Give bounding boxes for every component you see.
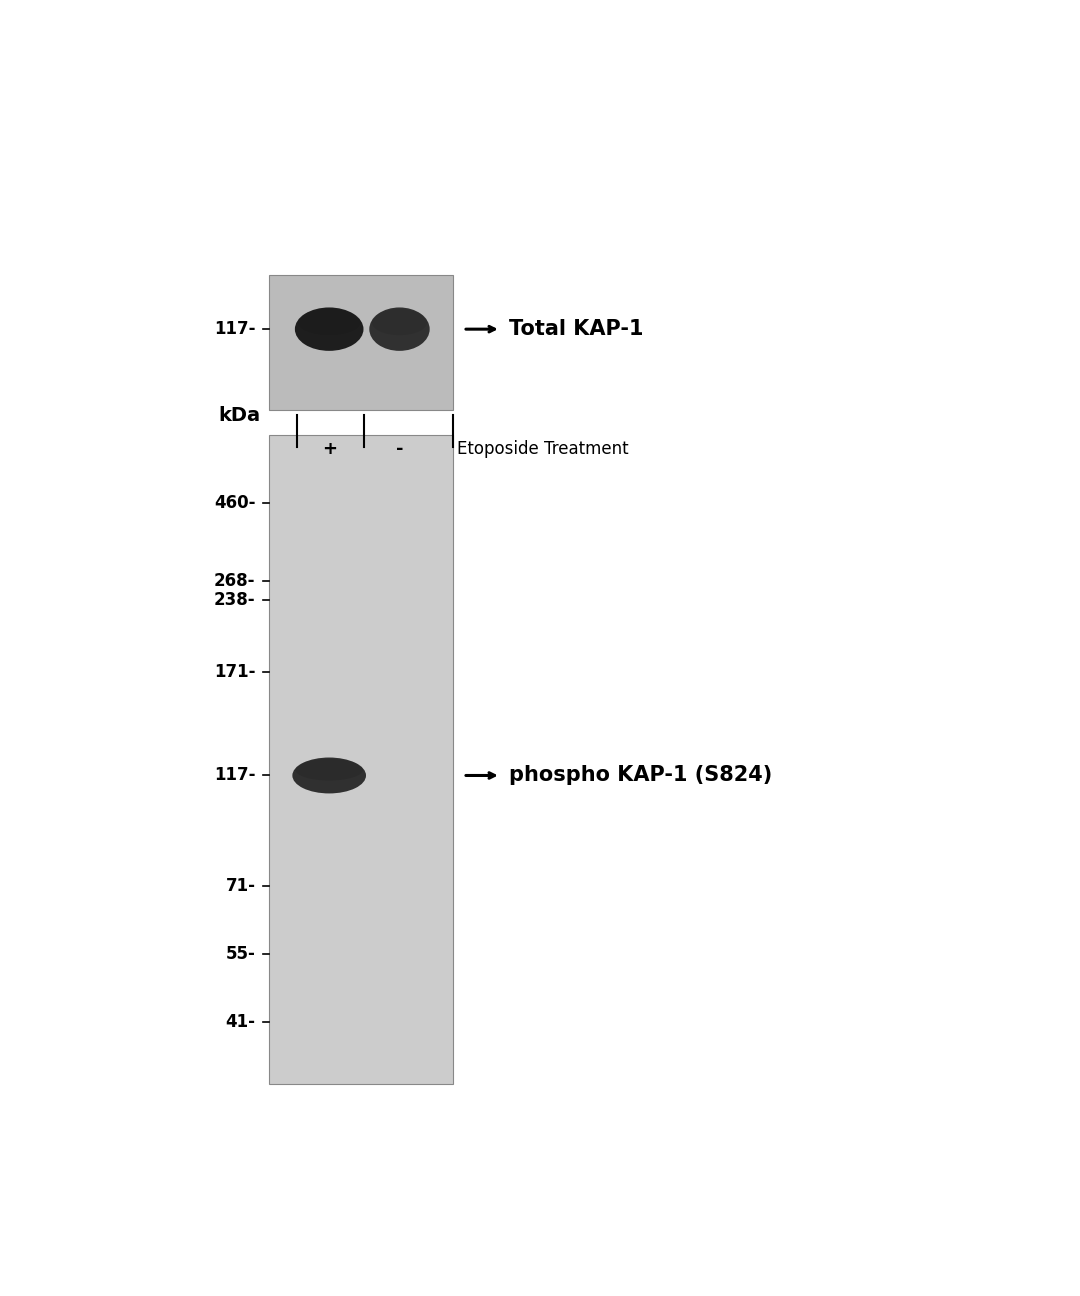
Text: +: + — [322, 439, 337, 457]
Ellipse shape — [293, 758, 366, 793]
Text: 460-: 460- — [214, 494, 256, 512]
Text: 117-: 117- — [214, 766, 256, 784]
Ellipse shape — [295, 307, 364, 351]
Bar — [269, 275, 454, 410]
Text: -: - — [395, 439, 403, 457]
Ellipse shape — [295, 759, 363, 780]
Text: 71-: 71- — [226, 877, 256, 894]
Text: Etoposide Treatment: Etoposide Treatment — [457, 439, 629, 457]
Text: Total KAP-1: Total KAP-1 — [509, 319, 644, 340]
Text: 41-: 41- — [226, 1013, 256, 1030]
Text: 238-: 238- — [214, 591, 256, 609]
Bar — [269, 435, 454, 1083]
Text: 268-: 268- — [214, 572, 256, 590]
Text: 171-: 171- — [214, 662, 256, 680]
Text: 55-: 55- — [226, 945, 256, 963]
Ellipse shape — [298, 310, 361, 336]
Ellipse shape — [369, 307, 430, 351]
Ellipse shape — [372, 310, 428, 336]
Text: 117-: 117- — [214, 320, 256, 338]
Text: phospho KAP-1 (S824): phospho KAP-1 (S824) — [509, 766, 772, 785]
Text: kDa: kDa — [218, 406, 260, 425]
